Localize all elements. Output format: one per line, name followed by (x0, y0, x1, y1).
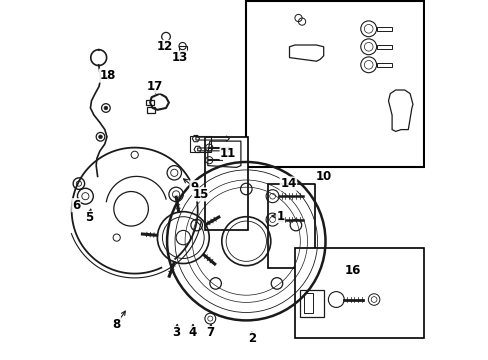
Bar (179, 46, 186, 51)
Bar (267, 184, 314, 268)
Text: 11: 11 (220, 147, 236, 159)
Bar (246, 1, 423, 167)
Bar (146, 107, 155, 113)
Text: 8: 8 (112, 318, 121, 330)
Bar (294, 248, 423, 338)
Bar (376, 45, 391, 49)
Text: 10: 10 (315, 170, 331, 183)
Text: 18: 18 (100, 69, 116, 82)
Bar (300, 290, 323, 317)
Text: 3: 3 (172, 327, 180, 339)
Bar (190, 136, 211, 152)
Text: 13: 13 (171, 51, 187, 64)
Circle shape (99, 135, 102, 139)
Text: 17: 17 (146, 80, 163, 93)
Text: 4: 4 (188, 327, 196, 339)
Text: 2: 2 (247, 332, 255, 345)
Bar (376, 63, 391, 67)
Text: 15: 15 (192, 188, 208, 201)
Bar (204, 137, 247, 230)
Circle shape (104, 106, 107, 110)
Text: 7: 7 (206, 327, 214, 339)
Text: 6: 6 (72, 199, 80, 212)
Bar (303, 293, 312, 313)
Text: 1: 1 (276, 210, 284, 222)
Bar (376, 27, 391, 31)
Bar (145, 100, 154, 105)
Text: 12: 12 (157, 40, 173, 53)
Text: 9: 9 (189, 181, 198, 194)
Text: 16: 16 (344, 264, 360, 276)
Text: 14: 14 (280, 177, 296, 190)
Text: 5: 5 (85, 211, 93, 224)
